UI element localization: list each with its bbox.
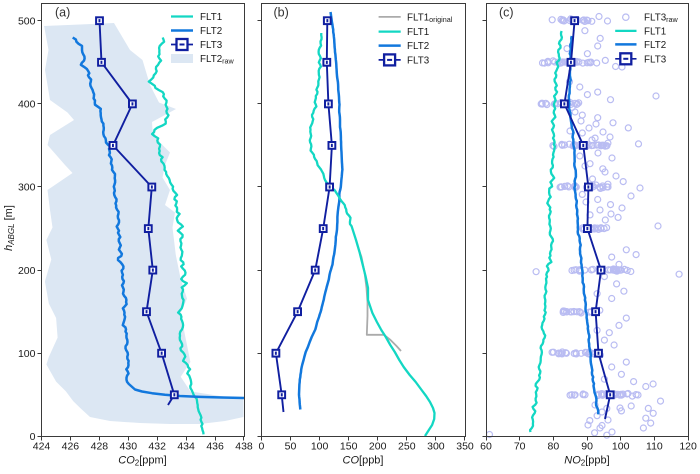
svg-text:FLT1: FLT1 <box>644 26 666 37</box>
svg-text:60: 60 <box>480 441 492 453</box>
svg-text:FLT2: FLT2 <box>407 41 429 52</box>
svg-text:500: 500 <box>18 15 36 27</box>
svg-text:FLT2raw: FLT2raw <box>200 54 235 66</box>
svg-text:FLT3raw: FLT3raw <box>644 13 679 25</box>
svg-text:300: 300 <box>18 182 36 194</box>
svg-text:0: 0 <box>258 441 264 453</box>
svg-text:0: 0 <box>30 431 36 443</box>
svg-text:120: 120 <box>679 441 697 453</box>
svg-text:(a): (a) <box>55 6 70 20</box>
svg-text:428: 428 <box>91 441 109 453</box>
svg-text:150: 150 <box>340 441 358 453</box>
svg-text:100: 100 <box>612 441 630 453</box>
svg-text:CO2[ppm]: CO2[ppm] <box>118 455 166 468</box>
svg-text:424: 424 <box>33 441 51 453</box>
svg-text:436: 436 <box>206 441 224 453</box>
svg-text:350: 350 <box>456 441 474 453</box>
svg-text:(b): (b) <box>274 6 289 20</box>
svg-text:FLT3: FLT3 <box>644 54 667 65</box>
svg-text:250: 250 <box>398 441 416 453</box>
svg-text:300: 300 <box>427 441 445 453</box>
svg-text:200: 200 <box>18 265 36 277</box>
svg-text:100: 100 <box>18 348 36 360</box>
svg-text:430: 430 <box>120 441 138 453</box>
svg-text:FLT2: FLT2 <box>200 26 222 37</box>
svg-text:426: 426 <box>62 441 80 453</box>
svg-text:CO[ppb]: CO[ppb] <box>343 455 384 467</box>
svg-text:50: 50 <box>285 441 297 453</box>
svg-text:434: 434 <box>177 441 195 453</box>
svg-text:FLT1: FLT1 <box>407 27 429 38</box>
svg-text:400: 400 <box>18 99 36 111</box>
svg-text:90: 90 <box>581 441 593 453</box>
svg-text:NO2[ppb]: NO2[ppb] <box>564 455 609 468</box>
svg-text:FLT2: FLT2 <box>644 40 666 51</box>
svg-text:FLT3: FLT3 <box>407 55 430 66</box>
svg-text:438: 438 <box>235 441 253 453</box>
svg-text:FLT3: FLT3 <box>200 40 223 51</box>
svg-text:(c): (c) <box>499 6 514 20</box>
svg-text:100: 100 <box>311 441 329 453</box>
svg-text:FLT1: FLT1 <box>200 12 222 23</box>
svg-text:hABGL [m]: hABGL [m] <box>3 205 16 251</box>
svg-text:200: 200 <box>369 441 387 453</box>
svg-text:110: 110 <box>646 441 663 453</box>
svg-text:FLT1original: FLT1original <box>407 12 453 24</box>
svg-text:432: 432 <box>148 441 166 453</box>
svg-text:80: 80 <box>548 441 560 453</box>
svg-text:70: 70 <box>514 441 526 453</box>
